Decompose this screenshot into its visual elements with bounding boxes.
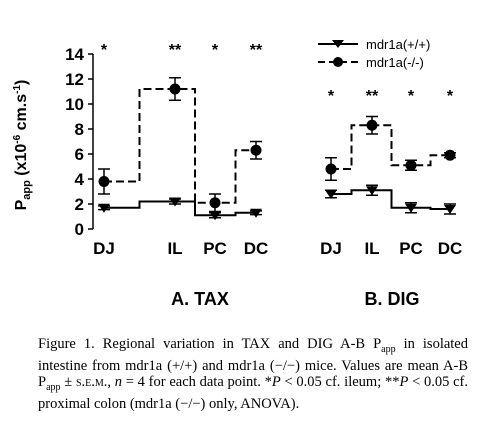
panel-label: B. DIG: [364, 289, 419, 309]
data-point-circle: [444, 149, 456, 161]
caption-sub: app: [46, 381, 61, 393]
data-point-triangle: [169, 197, 181, 207]
significance-marker: *: [212, 42, 219, 59]
x-tick-label: IL: [364, 239, 379, 258]
data-point-circle: [209, 197, 221, 209]
caption-sem: s.e.m.: [75, 373, 108, 390]
data-point-circle: [325, 163, 337, 175]
series-line-wt: [104, 200, 256, 217]
caption-part: in isolated intestine from mdr1a (+/+) a…: [38, 336, 468, 390]
caption-italic: n: [114, 373, 123, 390]
series-line-ko: [331, 124, 450, 170]
caption-part: = 4 for each data point. *: [122, 373, 272, 390]
svg-text:Papp (x10-6 cm.s-1): Papp (x10-6 cm.s-1): [12, 80, 33, 211]
y-tick-label: 10: [65, 95, 84, 114]
figure-caption: Figure 1. Regional variation in TAX and …: [38, 336, 468, 412]
y-tick-label: 2: [75, 195, 84, 214]
caption-italic: P: [271, 373, 281, 390]
legend-label-ko: mdr1a(-/-): [366, 55, 424, 70]
y-label-unit-exp: -1: [12, 85, 23, 94]
y-axis-label: Papp (x10-6 cm.s-1): [12, 80, 33, 211]
significance-marker: *: [408, 88, 415, 105]
significance-marker: **: [169, 42, 182, 59]
x-tick-label: DC: [438, 239, 463, 258]
x-tick-label: DC: [244, 239, 269, 258]
panel-b-dig: * ** * *DJ IL PC DCB. DIG: [320, 88, 462, 309]
data-point-triangle: [98, 203, 110, 213]
significance-marker: *: [101, 42, 108, 59]
significance-marker: *: [447, 88, 454, 105]
significance-marker: **: [366, 88, 379, 105]
data-point-triangle: [325, 190, 337, 199]
legend-marker-circle: [333, 57, 343, 67]
significance-marker: **: [250, 42, 263, 59]
data-point-triangle: [444, 205, 456, 214]
data-point-circle: [250, 144, 262, 156]
caption-part: < 0.05 cf. proximal colon (mdr1a (−/−) o…: [38, 373, 468, 412]
y-tick-label: 4: [75, 170, 85, 189]
data-point-triangle: [405, 203, 417, 213]
x-tick-label: IL: [167, 239, 182, 258]
data-point-circle: [169, 83, 181, 95]
y-label-unit: cm.s: [13, 94, 30, 135]
caption-part: ,: [107, 373, 115, 390]
caption-part: Figure 1. Regional variation in TAX and …: [38, 336, 382, 352]
legend-marker-triangle: [332, 40, 344, 48]
y-label-exp: -6: [12, 134, 23, 143]
y-label-sub: app: [21, 180, 33, 200]
significance-marker: *: [328, 88, 335, 105]
legend-label-wt: mdr1a(+/+): [366, 37, 430, 52]
y-label-p: P: [13, 199, 30, 210]
data-point-circle: [98, 176, 110, 187]
y-tick-label: 12: [65, 70, 84, 89]
caption-part: < 0.05 cf. ileum; **: [280, 373, 400, 390]
x-tick-label: DJ: [320, 239, 342, 258]
data-point-circle: [366, 119, 378, 131]
series-line-wt: [331, 189, 450, 210]
data-point-circle: [405, 159, 417, 171]
data-point-triangle: [250, 208, 262, 218]
y-tick-label: 8: [75, 120, 84, 139]
y-label-tail: (x10: [13, 144, 30, 181]
panel-label: A. TAX: [171, 289, 229, 309]
y-tick-label: 14: [65, 45, 84, 64]
data-point-triangle: [209, 211, 221, 221]
x-tick-label: DJ: [93, 239, 115, 258]
data-point-triangle: [366, 186, 378, 196]
series-line-ko: [104, 88, 256, 204]
y-tick-label: 6: [75, 145, 84, 164]
caption-italic: P: [399, 373, 409, 390]
caption-part: ±: [60, 373, 76, 390]
x-tick-label: PC: [399, 239, 423, 258]
legend: mdr1a(+/+) mdr1a(-/-): [318, 37, 430, 70]
y-tick-label: 0: [75, 220, 84, 239]
caption-sub: app: [381, 343, 396, 355]
x-tick-label: PC: [203, 239, 227, 258]
y-label-close: ): [13, 80, 30, 85]
